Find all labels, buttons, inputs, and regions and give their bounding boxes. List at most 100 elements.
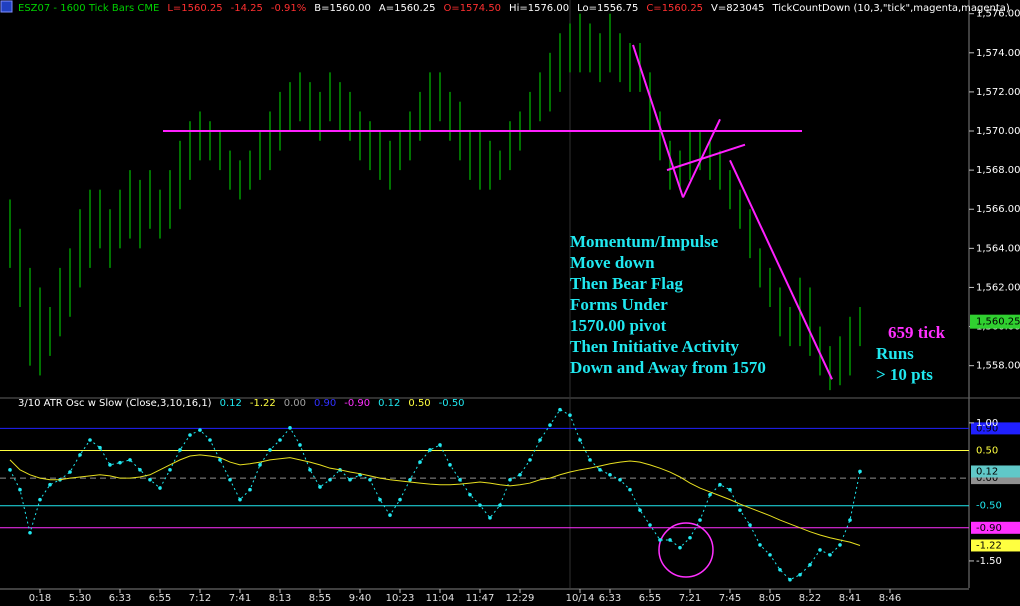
header-item: A=1560.25 xyxy=(379,3,436,14)
oscillator-point xyxy=(488,516,492,520)
x-tick-label: 7:45 xyxy=(719,593,741,604)
oscillator-point xyxy=(348,477,352,482)
header-item: 0.00 xyxy=(284,398,306,409)
oscillator-point xyxy=(18,487,22,492)
oscillator-point xyxy=(758,543,762,547)
oscillator-point xyxy=(578,438,582,442)
oscillator-point xyxy=(568,413,572,417)
oscillator-point xyxy=(268,448,272,452)
header: ESZ07 - 1600 Tick Bars CME L=1560.25 -14.2… xyxy=(18,3,1010,14)
x-tick-label: 8:05 xyxy=(759,593,781,604)
x-tick-label: 10:23 xyxy=(386,593,415,604)
oscillator-point xyxy=(38,497,42,502)
oscillator-point xyxy=(138,468,142,472)
last-price-box xyxy=(970,314,1020,329)
y-tick-label: 1,570.00 xyxy=(976,126,1020,137)
oscillator-point xyxy=(148,477,152,482)
oscillator-point xyxy=(188,433,192,437)
oscillator-point xyxy=(828,553,832,557)
oscillator-point xyxy=(738,508,742,512)
last-value-box xyxy=(971,539,1020,552)
header-item: L=1560.25 xyxy=(167,3,222,14)
oscillator-point xyxy=(78,453,82,457)
oscillator-point xyxy=(778,567,782,572)
x-tick-label: 7:41 xyxy=(229,593,251,604)
level-label: -0.90 xyxy=(976,523,1002,534)
header-item: Hi=1576.00 xyxy=(509,3,569,14)
y-tick-label: 1,562.00 xyxy=(976,282,1020,293)
oscillator-point xyxy=(378,497,382,502)
oscillator-point xyxy=(608,472,612,477)
header-item: 0.50 xyxy=(408,398,430,409)
x-tick-label: 7:12 xyxy=(189,593,211,604)
oscillator-point xyxy=(458,477,462,482)
level-label: -0.50 xyxy=(976,501,1002,512)
oscillator-point xyxy=(398,497,402,502)
last-value-box xyxy=(971,465,1020,478)
x-tick-label: 10/14 xyxy=(566,593,595,604)
header-item: -1.22 xyxy=(250,398,276,409)
x-tick-label: 8:13 xyxy=(269,593,291,604)
x-tick-label: 8:55 xyxy=(309,593,331,604)
oscillator-point xyxy=(748,523,752,527)
x-tick-label: 8:46 xyxy=(879,593,901,604)
trendline xyxy=(666,143,746,172)
y-tick-label: 1,572.00 xyxy=(976,87,1020,98)
oscillator-point xyxy=(48,482,52,487)
trendline xyxy=(632,44,684,198)
oscillator-point xyxy=(388,513,392,517)
oscillator-point xyxy=(518,472,522,477)
header-item: -0.90 xyxy=(344,398,370,409)
header-item: -0.50 xyxy=(439,398,465,409)
annotation: Forms Under xyxy=(570,295,668,314)
oscillator-point xyxy=(258,463,262,467)
header-item: -14.25 xyxy=(231,3,263,14)
level-box xyxy=(971,521,1020,534)
highlight-circle xyxy=(658,522,714,578)
header-item: Lo=1556.75 xyxy=(577,3,638,14)
oscillator-point xyxy=(298,443,302,447)
y-tick-label: -1.50 xyxy=(976,556,1002,567)
x-tick-label: 11:04 xyxy=(426,593,455,604)
oscillator-point xyxy=(108,463,112,467)
oscillator-point xyxy=(418,460,422,464)
oscillator-point xyxy=(98,445,102,450)
header: 3/10 ATR Osc w Slow (Close,3,10,16,1) 0.1… xyxy=(18,398,465,409)
x-tick-label: 6:55 xyxy=(149,593,171,604)
oscillator-point xyxy=(728,487,732,492)
oscillator-point xyxy=(168,468,172,472)
oscillator-point xyxy=(538,438,542,442)
oscillator-point xyxy=(548,423,552,427)
x-tick-label: 12:29 xyxy=(506,593,535,604)
oscillator-point xyxy=(788,577,792,582)
header-item: C=1560.25 xyxy=(646,3,703,14)
annotation: Runs xyxy=(876,344,914,363)
oscillator-point xyxy=(598,468,602,472)
y-tick-label: 1,558.00 xyxy=(976,361,1020,372)
header-item: TickCountDown (10,3,"tick",magenta,magen… xyxy=(771,3,1009,14)
header-item: 0.90 xyxy=(314,398,336,409)
oscillator-line xyxy=(9,408,861,581)
annotation: Move down xyxy=(570,253,655,272)
x-tick-label: 11:47 xyxy=(466,593,495,604)
chart-icon xyxy=(0,0,13,13)
oscillator-point xyxy=(708,492,712,497)
oscillator-point xyxy=(208,438,212,442)
level-label: 0.00 xyxy=(976,473,998,484)
y-tick-label: 1,564.00 xyxy=(976,243,1020,254)
y-tick-label: 1,568.00 xyxy=(976,165,1020,176)
oscillator-point xyxy=(118,460,122,465)
oscillator-point xyxy=(658,538,662,542)
annotation: 659 tick xyxy=(888,323,946,342)
x-tick-label: 8:41 xyxy=(839,593,861,604)
annotation: > 10 pts xyxy=(876,365,933,384)
oscillator-point xyxy=(858,469,862,474)
oscillator-point xyxy=(238,497,242,502)
header-item: 0.12 xyxy=(378,398,400,409)
x-tick-label: 5:30 xyxy=(69,593,91,604)
oscillator-point xyxy=(838,543,842,547)
oscillator-point xyxy=(498,503,502,507)
x-tick-label: 6:33 xyxy=(599,593,621,604)
oscillator-point xyxy=(818,548,822,552)
